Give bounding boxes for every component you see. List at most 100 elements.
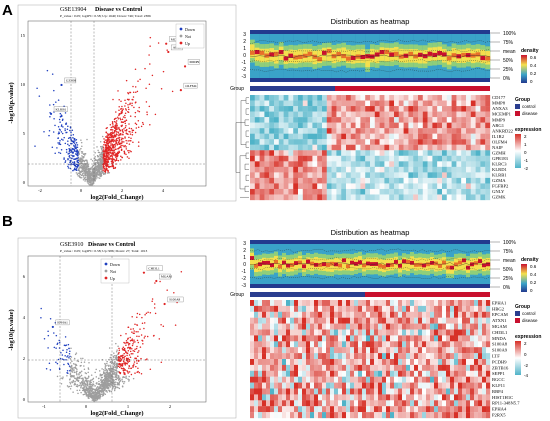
heatmap-cell [427, 188, 433, 195]
heatmap-cell [312, 155, 318, 162]
point-up [127, 149, 129, 152]
heatmap-cell [451, 117, 457, 123]
heatmap-cell [437, 188, 443, 195]
point-not [87, 391, 89, 394]
point-up [116, 131, 118, 133]
heatmap-cell [355, 133, 361, 140]
heatmap-cell [408, 106, 414, 112]
heatmap-cell [264, 155, 270, 162]
point-not [78, 384, 81, 387]
heatmap-cell [454, 347, 459, 354]
heatmap-cell [336, 128, 342, 134]
point-down [72, 152, 74, 154]
heatmap-cell [302, 329, 307, 336]
heatmap-cell [413, 183, 419, 190]
heatmap-cell [322, 106, 327, 112]
heatmap-cell [334, 305, 339, 312]
heatmap-cell [254, 183, 260, 190]
legend-marker-up [179, 41, 183, 45]
point-up [140, 372, 143, 375]
point-up [124, 126, 127, 129]
heatmap-cell [456, 194, 462, 201]
density-cell [250, 256, 255, 260]
ytick: -2 [242, 276, 247, 282]
heatmap-cell [293, 117, 299, 123]
heatmap-cell [422, 95, 428, 101]
heatmap-cell [298, 188, 303, 195]
heatmap-cell [378, 341, 383, 348]
point-not [83, 389, 85, 392]
heatmap-cell [408, 183, 414, 190]
heatmap-cell [302, 106, 308, 112]
point-up [125, 124, 127, 127]
heatmap-cell [283, 150, 289, 156]
heatmap-cell [341, 100, 347, 107]
point-not [71, 381, 73, 383]
heatmap-cell [338, 347, 343, 354]
point-up [102, 169, 104, 171]
heatmap-cell [442, 161, 447, 167]
heatmap-cell [451, 122, 457, 129]
heatmap-cell [418, 172, 423, 179]
heatmap-cell [418, 117, 423, 123]
point-down [64, 161, 66, 163]
point-up [127, 140, 129, 142]
heatmap-cell [317, 95, 323, 101]
heatmap-cell [254, 359, 259, 366]
point-up [118, 98, 120, 101]
heatmap-cell [478, 323, 483, 330]
point-up [123, 141, 125, 143]
heatmap-cell [403, 161, 409, 167]
point-not [91, 392, 94, 394]
ytick: 2 [243, 248, 246, 254]
point-up [108, 158, 111, 160]
point-up [120, 112, 122, 115]
heatmap-cell [259, 150, 265, 156]
heatmap-cell [382, 329, 387, 336]
volcano-plot-a: GSE13904 Disease vs Control P_value : 0.… [8, 4, 237, 202]
heatmap-cell [450, 311, 455, 318]
point-up [108, 134, 110, 137]
point-up [113, 139, 116, 142]
comparison-label: Disease vs Control [95, 7, 143, 13]
heatmap-cell [360, 144, 366, 151]
heatmap-cell [478, 311, 483, 318]
point-down [48, 362, 51, 364]
heatmap-cell [317, 166, 323, 173]
heatmap-cell [336, 139, 342, 145]
heatmap-cell [317, 111, 323, 118]
point-down [67, 140, 69, 142]
heatmap-cell [293, 95, 299, 101]
heatmap-cell [278, 133, 284, 140]
heatmap-cell [426, 335, 431, 342]
heatmap-cell [354, 341, 359, 348]
heatmap-cell [298, 353, 303, 360]
heatmap-cell [306, 335, 311, 342]
heatmap-cell [422, 305, 427, 312]
density-cell [310, 261, 315, 266]
point-up [120, 100, 122, 103]
point-not [84, 166, 87, 169]
heatmap-cell [360, 128, 366, 134]
heatmap-cell [442, 111, 447, 118]
heatmap-cell [294, 353, 299, 360]
point-not [115, 369, 118, 372]
point-not [79, 365, 82, 367]
heatmap-cell [413, 139, 419, 145]
point-up [125, 344, 127, 347]
heatmap-cell [482, 311, 487, 318]
point-down [55, 334, 58, 337]
point-down [72, 155, 74, 158]
density-cell [450, 265, 455, 270]
heatmap-cell [302, 150, 308, 156]
heatmap-cell [390, 353, 395, 360]
point-not [75, 352, 78, 354]
heatmap-cell [456, 161, 462, 167]
point-up [159, 280, 161, 283]
heatmap-cell [346, 139, 351, 145]
heatmap-cell [480, 188, 486, 195]
expression-legend-title: expression [515, 127, 541, 133]
point-up [103, 138, 105, 140]
density-cell [358, 260, 363, 265]
heatmap-cell [307, 194, 313, 201]
